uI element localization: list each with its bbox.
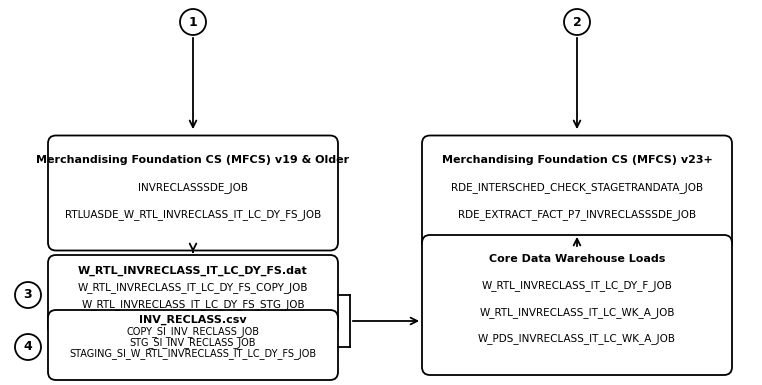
FancyBboxPatch shape xyxy=(422,136,732,251)
Text: W_RTL_INVRECLASS_IT_LC_WK_A_JOB: W_RTL_INVRECLASS_IT_LC_WK_A_JOB xyxy=(479,307,674,318)
Text: RDE_INTERSCHED_CHECK_STAGETRANDATA_JOB: RDE_INTERSCHED_CHECK_STAGETRANDATA_JOB xyxy=(451,182,703,192)
Text: Merchandising Foundation CS (MFCS) v23+: Merchandising Foundation CS (MFCS) v23+ xyxy=(442,155,712,165)
Text: Core Data Warehouse Loads: Core Data Warehouse Loads xyxy=(488,254,665,264)
Text: INV_RECLASS.csv: INV_RECLASS.csv xyxy=(139,315,247,325)
Text: RDE_EXTRACT_FACT_P7_INVRECLASSSDE_JOB: RDE_EXTRACT_FACT_P7_INVRECLASSSDE_JOB xyxy=(458,209,696,220)
Text: 4: 4 xyxy=(24,340,32,353)
Text: 2: 2 xyxy=(572,15,581,28)
FancyBboxPatch shape xyxy=(48,255,338,335)
Circle shape xyxy=(180,9,206,35)
Text: W_RTL_INVRECLASS_IT_LC_DY_F_JOB: W_RTL_INVRECLASS_IT_LC_DY_F_JOB xyxy=(482,280,672,291)
Text: STG_SI_INV_RECLASS_JOB: STG_SI_INV_RECLASS_JOB xyxy=(130,337,256,348)
Circle shape xyxy=(15,334,41,360)
Text: INVRECLASSSDE_JOB: INVRECLASSSDE_JOB xyxy=(138,182,248,192)
Text: 1: 1 xyxy=(189,15,197,28)
FancyBboxPatch shape xyxy=(48,310,338,380)
Text: STAGING_SI_W_RTL_INVRECLASS_IT_LC_DY_FS_JOB: STAGING_SI_W_RTL_INVRECLASS_IT_LC_DY_FS_… xyxy=(69,348,316,359)
Circle shape xyxy=(15,282,41,308)
Text: RTLUASDE_W_RTL_INVRECLASS_IT_LC_DY_FS_JOB: RTLUASDE_W_RTL_INVRECLASS_IT_LC_DY_FS_JO… xyxy=(65,209,321,220)
Text: W_RTL_INVRECLASS_IT_LC_DY_FS_STG_JOB: W_RTL_INVRECLASS_IT_LC_DY_FS_STG_JOB xyxy=(82,299,305,310)
FancyBboxPatch shape xyxy=(422,235,732,375)
Text: W_RTL_INVRECLASS_IT_LC_DY_FS.dat: W_RTL_INVRECLASS_IT_LC_DY_FS.dat xyxy=(78,265,308,276)
Text: W_PDS_INVRECLASS_IT_LC_WK_A_JOB: W_PDS_INVRECLASS_IT_LC_WK_A_JOB xyxy=(478,333,676,345)
Text: 3: 3 xyxy=(24,288,32,301)
Text: W_RTL_INVRECLASS_IT_LC_DY_FS_COPY_JOB: W_RTL_INVRECLASS_IT_LC_DY_FS_COPY_JOB xyxy=(78,282,309,293)
Circle shape xyxy=(564,9,590,35)
Text: Merchandising Foundation CS (MFCS) v19 & Older: Merchandising Foundation CS (MFCS) v19 &… xyxy=(37,155,350,165)
Text: COPY_SI_INV_RECLASS_JOB: COPY_SI_INV_RECLASS_JOB xyxy=(126,326,260,336)
FancyBboxPatch shape xyxy=(48,136,338,251)
